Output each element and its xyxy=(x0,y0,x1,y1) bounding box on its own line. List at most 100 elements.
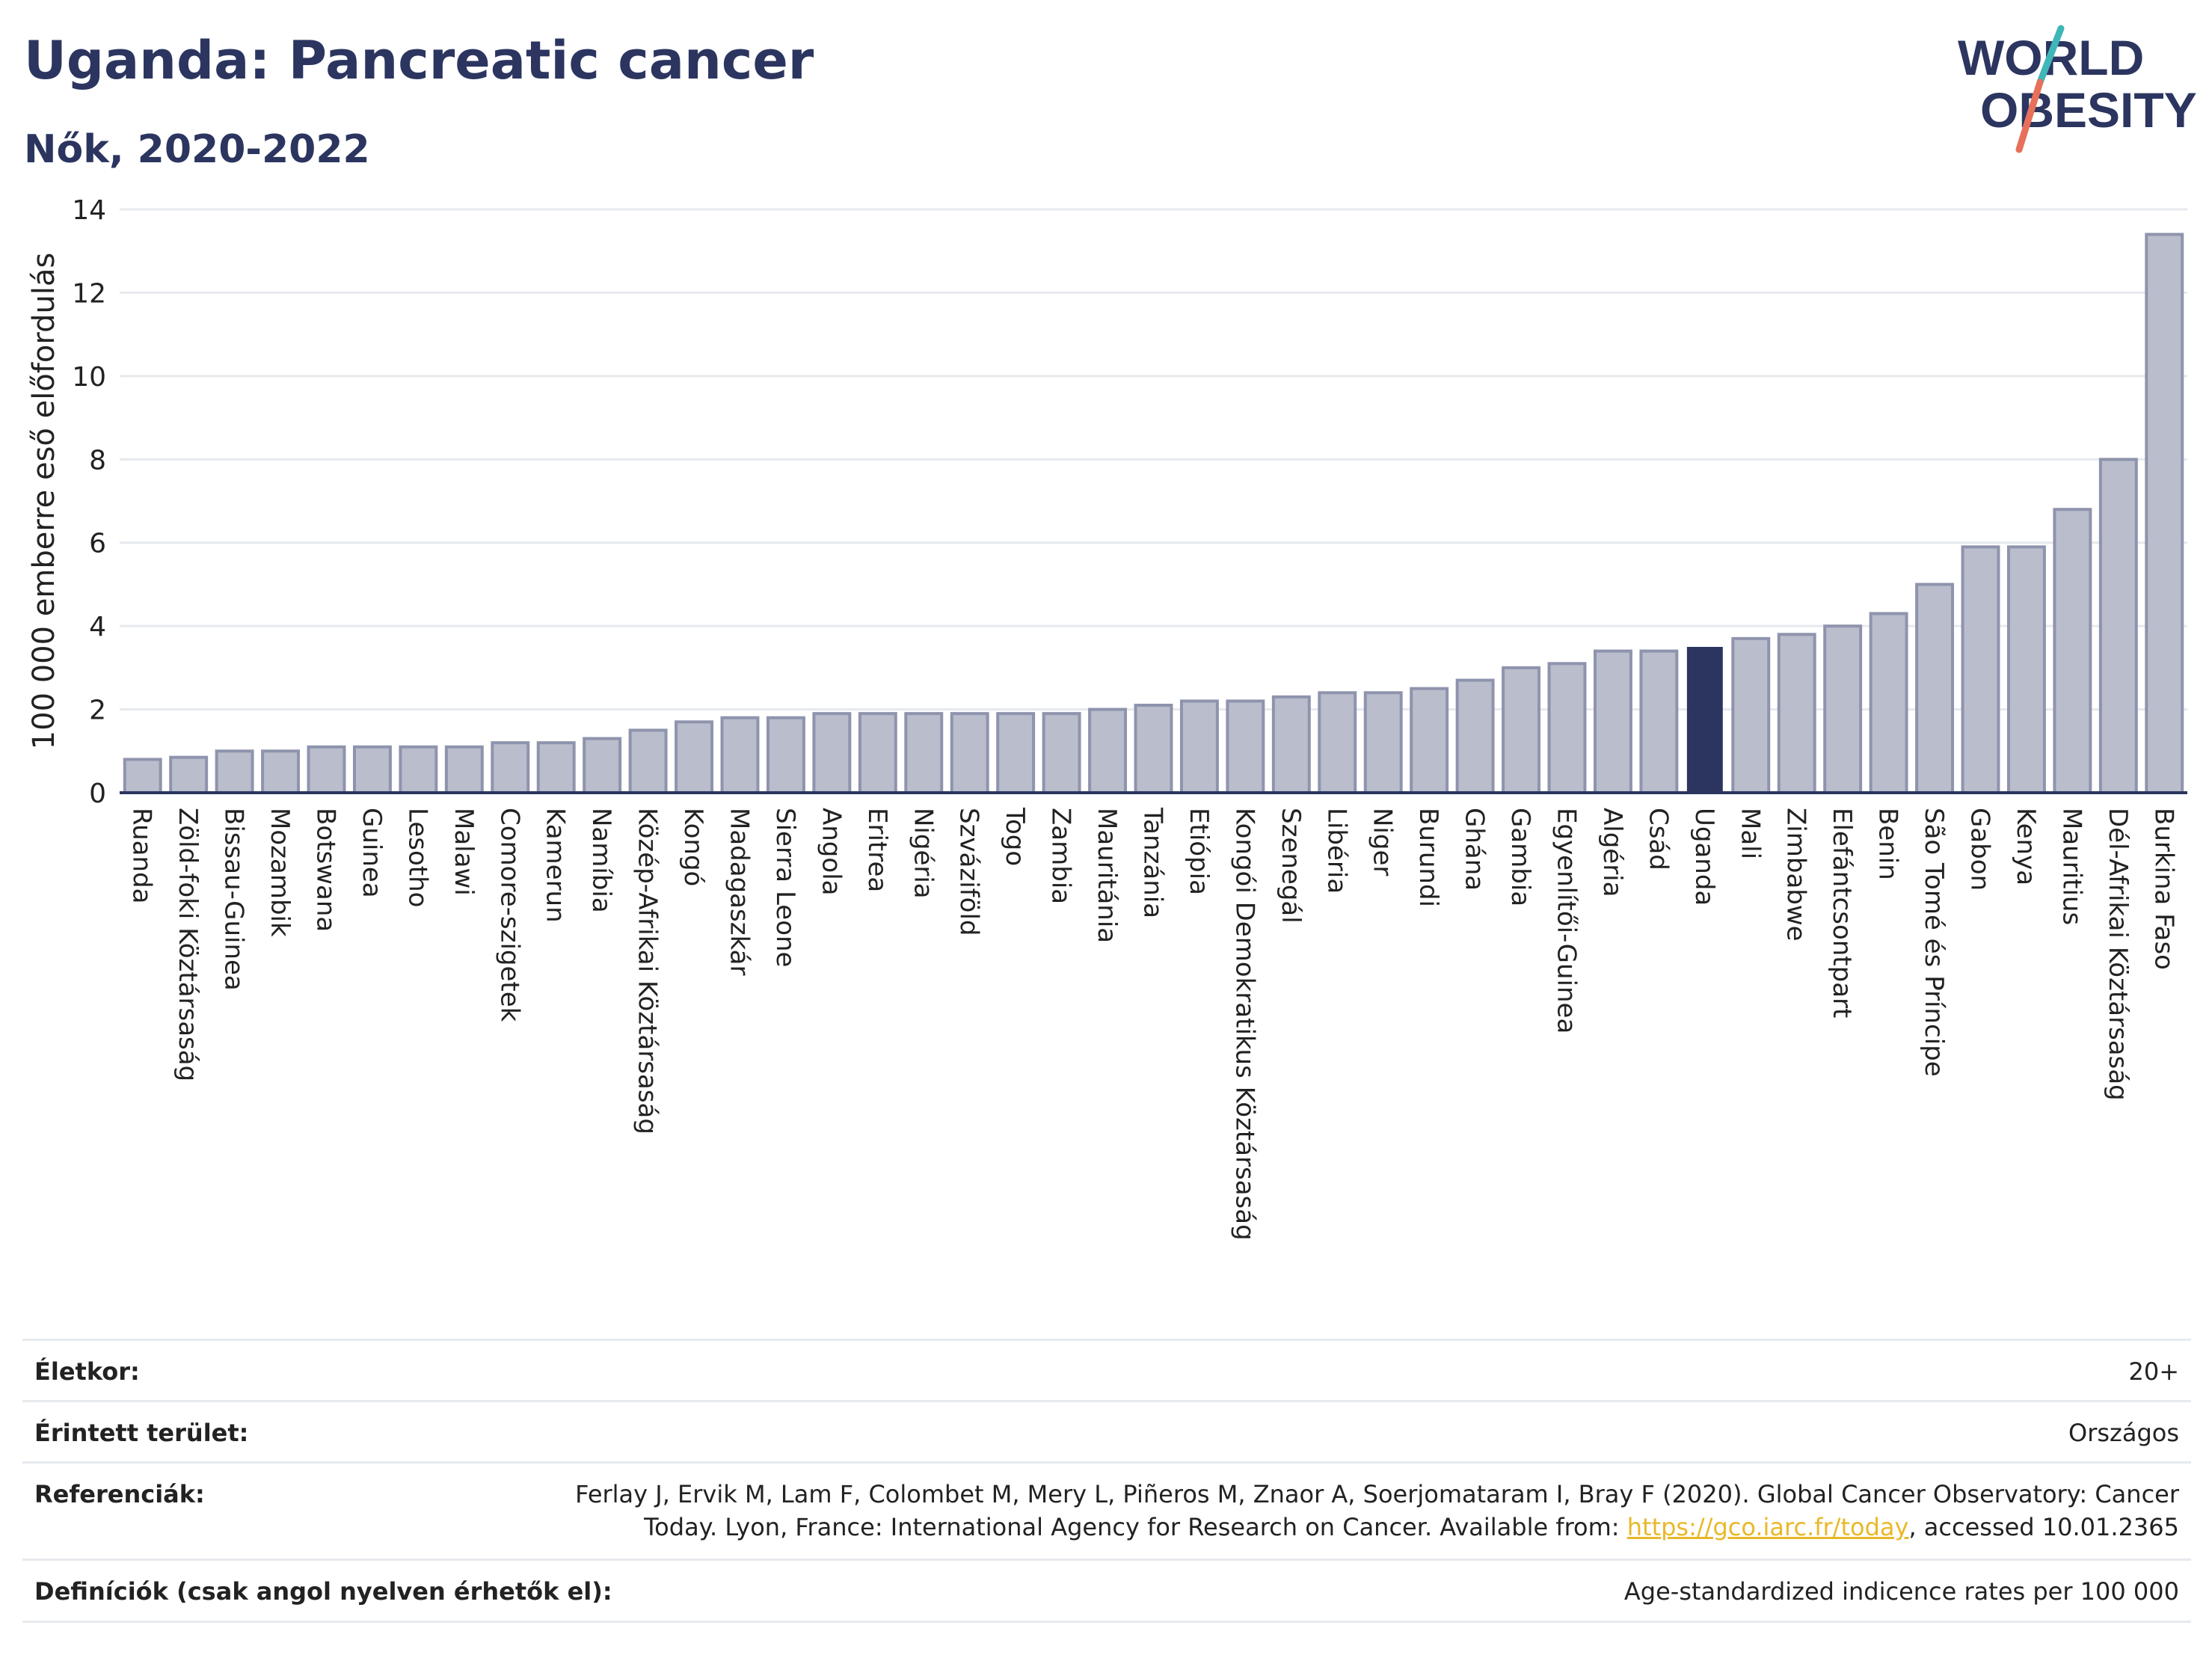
references-line-2: Today. Lyon, France: International Agenc… xyxy=(644,1513,2179,1541)
bar xyxy=(2006,545,2046,794)
bar xyxy=(858,712,897,795)
bar xyxy=(628,728,668,795)
references-accessed: , accessed 10.01.2365 xyxy=(1908,1513,2179,1541)
x-tick-label: Madagaszkár xyxy=(725,808,755,975)
bar xyxy=(1088,707,1128,794)
logo-slash-bottom xyxy=(2015,79,2044,153)
y-tick-label: 0 xyxy=(89,779,106,809)
x-tick-label: Bissau-Guinea xyxy=(219,808,249,991)
bar xyxy=(536,741,576,795)
bar xyxy=(1410,687,1449,795)
bar xyxy=(1961,545,2000,794)
info-row-references: Referenciák: Ferlay J, Ervik M, Lam F, C… xyxy=(22,1461,2191,1559)
bar xyxy=(491,741,530,795)
bar xyxy=(766,716,805,795)
bar xyxy=(307,745,346,795)
x-tick-label: Dél-Afrikai Köztársaság xyxy=(2103,808,2133,1101)
references-link[interactable]: https://gco.iarc.fr/today xyxy=(1626,1513,1909,1541)
page-title: Uganda: Pancreatic cancer xyxy=(24,30,814,91)
bar xyxy=(1318,691,1357,794)
x-tick-label: Gabon xyxy=(1965,808,1995,891)
y-tick-label: 10 xyxy=(72,362,106,393)
x-tick-label: Mozambik xyxy=(265,808,295,937)
bar xyxy=(996,712,1036,795)
bar xyxy=(123,758,162,795)
definitions-label: Definíciók (csak angol nyelven érhetők e… xyxy=(34,1577,612,1606)
x-tick-label: Tanzánia xyxy=(1138,807,1168,918)
x-tick-label: Mauritius xyxy=(2056,808,2086,925)
x-tick-label: Etiópia xyxy=(1184,808,1214,895)
x-tick-label: Zimbabwe xyxy=(1781,808,1811,942)
y-tick-label: 12 xyxy=(72,278,106,309)
x-tick-label: Kongói Demokratikus Köztársaság xyxy=(1229,808,1259,1241)
x-tick-label: Botswana xyxy=(311,808,341,932)
x-tick-label: Kenya xyxy=(2011,808,2041,885)
x-tick-label: Burkina Faso xyxy=(2148,808,2178,970)
bar xyxy=(1777,633,1816,794)
age-label: Életkor: xyxy=(34,1357,140,1386)
bar xyxy=(1869,612,1908,795)
bar xyxy=(169,755,209,795)
x-tick-label: Szenegál xyxy=(1276,808,1306,924)
x-tick-label: Lesotho xyxy=(402,808,432,907)
x-tick-label: Comore-szigetek xyxy=(494,808,524,1022)
x-tick-label: Algéria xyxy=(1597,808,1627,897)
bar-highlight xyxy=(1686,647,1723,793)
info-row-age: Életkor: 20+ xyxy=(22,1339,2191,1401)
bar xyxy=(352,745,392,795)
x-tick-label: Zambia xyxy=(1046,808,1076,904)
bar xyxy=(261,749,301,794)
bar xyxy=(2145,233,2184,794)
bar xyxy=(812,712,852,795)
x-tick-label: Ghána xyxy=(1460,808,1490,891)
definitions-value: Age-standardized indicence rates per 100… xyxy=(1623,1577,2179,1606)
x-tick-label: Togo xyxy=(1000,807,1030,866)
bar xyxy=(1915,583,1955,795)
bar xyxy=(2098,458,2138,794)
page-subtitle: Nők, 2020-2022 xyxy=(24,127,370,172)
bar xyxy=(950,712,989,795)
bar xyxy=(675,720,714,794)
x-tick-label: Mauritánia xyxy=(1092,808,1122,943)
x-tick-label: Benin xyxy=(1873,808,1903,880)
bar xyxy=(215,749,254,794)
bar xyxy=(1502,666,1541,794)
x-tick-label: Namíbia xyxy=(586,808,616,913)
x-tick-label: Sierra Leone xyxy=(770,808,800,967)
x-tick-label: Csád xyxy=(1643,808,1673,871)
logo-text-obesity: OBESITY xyxy=(1980,82,2197,138)
bar xyxy=(1823,624,1863,795)
bar xyxy=(1271,695,1311,794)
age-value: 20+ xyxy=(2128,1357,2179,1386)
x-tick-label: Ruanda xyxy=(127,808,157,903)
references-text: Today. Lyon, France: International Agenc… xyxy=(644,1513,1627,1541)
y-tick-label: 8 xyxy=(89,445,106,476)
info-row-area: Érintett terület: Országos xyxy=(22,1400,2191,1462)
x-tick-label: Guinea xyxy=(357,808,387,898)
bar xyxy=(1639,649,1679,794)
x-tick-label: Zöld-foki Köztársaság xyxy=(173,808,203,1081)
x-tick-label: Malawi xyxy=(449,808,479,896)
bar xyxy=(2053,508,2092,795)
bar xyxy=(1134,704,1173,794)
references-label: Referenciák: xyxy=(34,1480,205,1508)
bar xyxy=(720,716,760,795)
bar xyxy=(1363,691,1403,794)
x-tick-label: Nigéria xyxy=(908,808,938,899)
info-row-definitions: Definíciók (csak angol nyelven érhetők e… xyxy=(22,1559,2191,1623)
x-tick-label: Niger xyxy=(1368,808,1398,876)
x-tick-label: Libéria xyxy=(1321,808,1351,894)
bar xyxy=(1042,712,1081,795)
y-tick-label: 4 xyxy=(89,612,106,642)
x-tick-label: Angola xyxy=(816,808,846,895)
area-label: Érintett terület: xyxy=(34,1419,249,1447)
x-tick-label: Uganda xyxy=(1689,808,1719,906)
x-tick-label: São Tomé és Príncipe xyxy=(1919,808,1949,1077)
x-tick-label: Gambia xyxy=(1505,808,1535,906)
bar-chart: 0 2 4 6 8 10 12 14 100 000 emberre eső előfordul… xyxy=(27,195,2187,1241)
x-tick-label: Burundi xyxy=(1413,808,1443,907)
x-tick-label: Elefántcsontpart xyxy=(1827,808,1857,1018)
world-obesity-logo: WORLD OBESITY xyxy=(1958,25,2197,153)
bar xyxy=(1547,662,1587,794)
bar xyxy=(1226,699,1265,795)
